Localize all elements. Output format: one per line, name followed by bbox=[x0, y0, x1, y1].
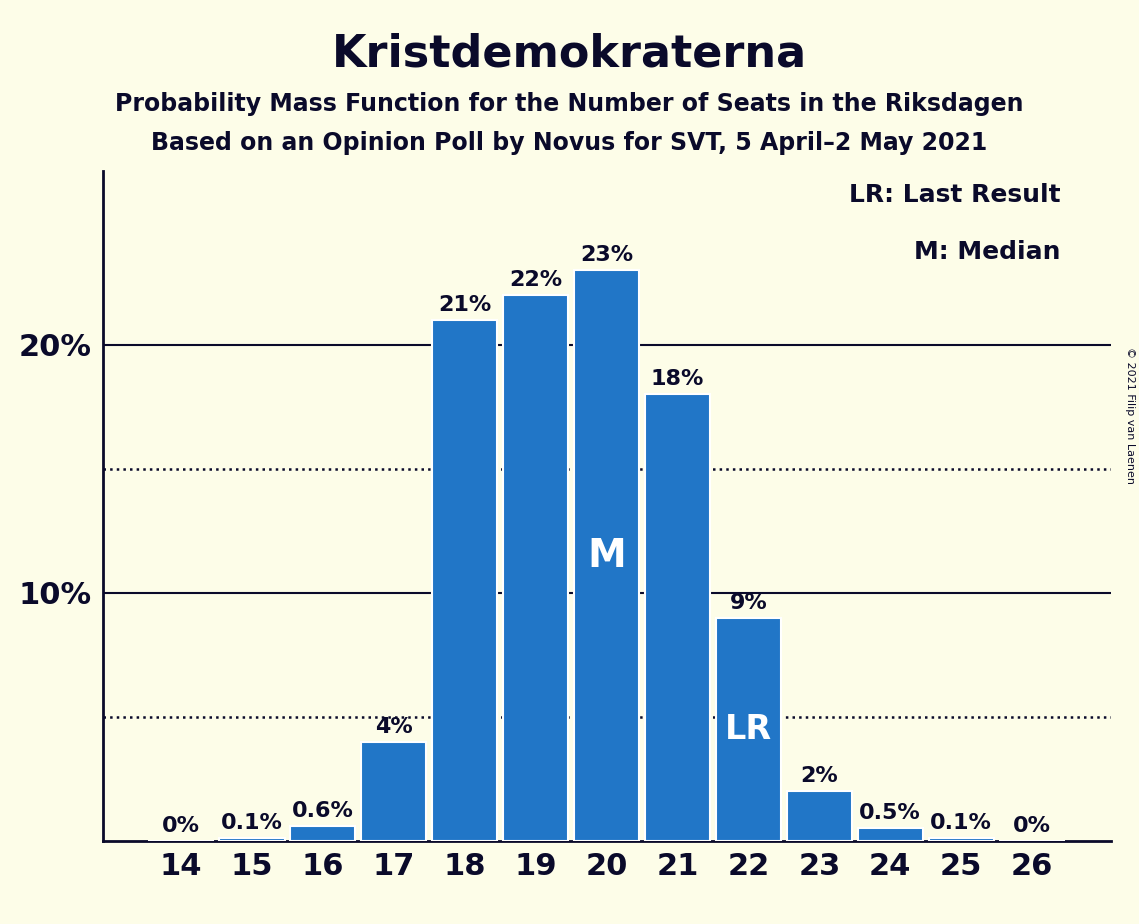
Bar bbox=[361, 742, 426, 841]
Text: 0.1%: 0.1% bbox=[931, 813, 992, 833]
Text: 0.5%: 0.5% bbox=[859, 804, 921, 823]
Text: 0.6%: 0.6% bbox=[292, 801, 354, 821]
Text: 0%: 0% bbox=[162, 816, 200, 836]
Text: M: Median: M: Median bbox=[913, 240, 1060, 264]
Text: 2%: 2% bbox=[801, 766, 838, 786]
Bar bbox=[219, 838, 285, 841]
Bar bbox=[574, 270, 639, 841]
Text: 18%: 18% bbox=[650, 370, 704, 389]
Text: 0.1%: 0.1% bbox=[221, 813, 282, 833]
Text: M: M bbox=[587, 537, 626, 575]
Text: LR: LR bbox=[724, 712, 772, 746]
Text: 22%: 22% bbox=[509, 270, 563, 290]
Text: Probability Mass Function for the Number of Seats in the Riksdagen: Probability Mass Function for the Number… bbox=[115, 92, 1024, 116]
Text: 23%: 23% bbox=[580, 245, 633, 265]
Bar bbox=[787, 791, 852, 841]
Bar bbox=[928, 838, 994, 841]
Bar bbox=[432, 320, 498, 841]
Text: 0%: 0% bbox=[1013, 816, 1051, 836]
Bar bbox=[715, 617, 781, 841]
Text: © 2021 Filip van Laenen: © 2021 Filip van Laenen bbox=[1125, 347, 1134, 484]
Bar bbox=[290, 826, 355, 841]
Bar bbox=[645, 395, 710, 841]
Text: Based on an Opinion Poll by Novus for SVT, 5 April–2 May 2021: Based on an Opinion Poll by Novus for SV… bbox=[151, 131, 988, 155]
Text: Kristdemokraterna: Kristdemokraterna bbox=[331, 32, 808, 76]
Bar bbox=[858, 829, 923, 841]
Bar bbox=[503, 295, 568, 841]
Text: 21%: 21% bbox=[439, 295, 491, 315]
Text: 9%: 9% bbox=[729, 592, 768, 613]
Text: 4%: 4% bbox=[375, 717, 412, 736]
Text: LR: Last Result: LR: Last Result bbox=[849, 183, 1060, 207]
